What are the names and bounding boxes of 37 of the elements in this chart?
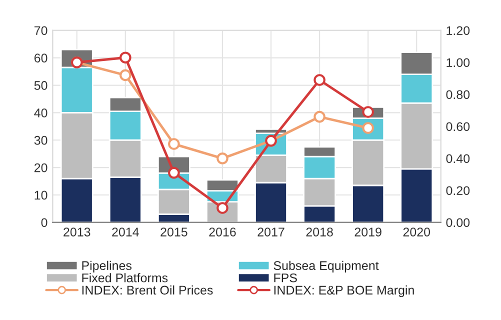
y-tick-label: 20	[34, 163, 48, 172]
point	[168, 166, 180, 179]
x-tick-label: 2017	[258, 228, 284, 236]
y-tick-label: 50	[34, 81, 48, 90]
point	[216, 152, 228, 164]
x-tick-label: 2014	[112, 228, 139, 236]
legend-label: FPS	[274, 273, 297, 282]
y-tick-label: 40	[34, 108, 48, 118]
y-tick-label: 10	[34, 190, 48, 200]
y-tick-label: 70	[34, 26, 48, 36]
x-tick-label: 2020	[403, 228, 430, 236]
y2-tick-label: 0.00	[446, 218, 470, 228]
x-tick-label: 2019	[354, 228, 382, 236]
legend-label: Fixed Platforms	[82, 273, 168, 282]
point	[314, 74, 326, 86]
point	[168, 138, 180, 150]
y-tick-label: 0	[41, 218, 48, 228]
legend-label: Subsea Equipment	[274, 260, 379, 272]
x-tick-label: 2016	[209, 228, 236, 236]
x-tick-label: 2018	[306, 228, 333, 236]
y2-tick-label: 0.20	[446, 186, 470, 196]
point	[120, 69, 132, 82]
legend-label: INDEX: Brent Oil Prices	[82, 285, 213, 295]
legend-label: INDEX: E&P BOE Margin	[274, 285, 414, 298]
y2-tick-label: 0.60	[446, 122, 470, 132]
point	[120, 52, 132, 64]
y2-tick-label: 0.80	[446, 90, 470, 100]
point	[314, 110, 326, 123]
x-tick-label: 2015	[160, 228, 188, 236]
y2-tick-label: 1.20	[446, 26, 470, 36]
y-tick-label: 60	[34, 54, 48, 62]
legend-label: Pipelines	[82, 260, 132, 272]
x-tick-label: 2013	[64, 228, 90, 236]
point	[362, 106, 374, 118]
y2-tick-label: 0.40	[446, 154, 470, 164]
y-tick-label: 30	[34, 136, 48, 145]
y2-tick-label: 1.00	[446, 58, 470, 68]
